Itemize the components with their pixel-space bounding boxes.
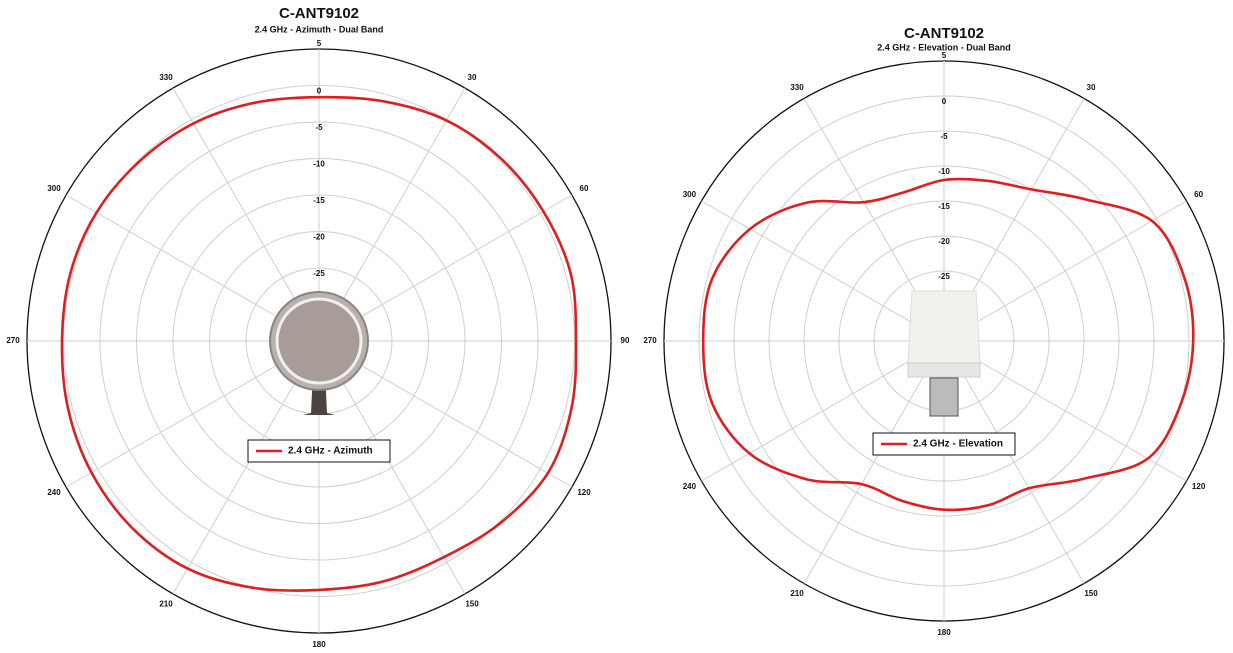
r-tick-label: -15 [938,202,950,211]
r-tick-label: 5 [317,39,322,48]
r-tick-label: -5 [940,132,948,141]
r-tick-label: -5 [315,123,323,132]
r-tick-label: 0 [317,87,322,96]
grid-spoke [803,340,945,584]
legend-box [872,432,1016,456]
chart-title: C-ANT9102 [904,25,984,42]
theta-tick-label: 210 [790,589,804,598]
r-tick-label: -25 [938,272,950,281]
theta-tick-label: 300 [47,184,61,193]
theta-tick-label: 60 [1194,190,1203,199]
theta-tick-label: 30 [468,73,477,82]
r-tick-label: -20 [938,237,950,246]
antenna-base [907,362,981,378]
theta-tick-label: 90 [621,336,630,345]
theta-tick-label: 150 [1084,589,1098,598]
theta-tick-label: 60 [580,184,589,193]
antenna-mount [303,371,335,415]
r-tick-label: -10 [313,160,325,169]
theta-tick-label: 240 [683,482,697,491]
chart-subtitle: 2.4 GHz - Elevation - Dual Band [877,42,1011,52]
grid-spoke [943,340,1187,482]
theta-tick-label: 330 [790,83,804,92]
chart-title: C-ANT9102 [279,5,359,22]
theta-tick-label: 120 [1192,482,1206,491]
antenna-body [907,290,981,364]
r-tick-label: 0 [942,97,947,106]
r-tick-label: -20 [313,233,325,242]
grid-spoke [701,340,945,482]
antenna-image [907,290,981,417]
theta-tick-label: 210 [159,599,173,608]
theta-tick-label: 330 [159,73,173,82]
theta-tick-label: 180 [937,628,951,637]
theta-tick-label: 300 [683,190,697,199]
antenna-face [275,297,363,385]
r-tick-label: -15 [313,196,325,205]
pattern-line [701,177,1195,512]
grid-spoke [943,340,1085,584]
antenna-image [269,291,369,415]
r-tick-label: 5 [942,51,947,60]
theta-tick-label: 240 [47,488,61,497]
theta-tick-label: 180 [312,640,326,649]
theta-tick-label: 270 [643,336,657,345]
antenna-bracket [929,377,959,417]
r-tick-label: -25 [313,269,325,278]
theta-tick-label: 120 [577,488,591,497]
grid-spoke [701,200,945,342]
legend-label: 2.4 GHz - Azimuth [288,446,373,457]
theta-tick-label: 270 [6,336,20,345]
r-tick-label: -10 [938,167,950,176]
theta-tick-label: 30 [1087,83,1096,92]
legend-label: 2.4 GHz - Elevation [913,439,1003,450]
pattern-line [60,95,578,592]
grid-spoke [943,200,1187,342]
legend-box [247,439,391,463]
chart-subtitle: 2.4 GHz - Azimuth - Dual Band [255,24,384,34]
theta-tick-label: 150 [465,599,479,608]
